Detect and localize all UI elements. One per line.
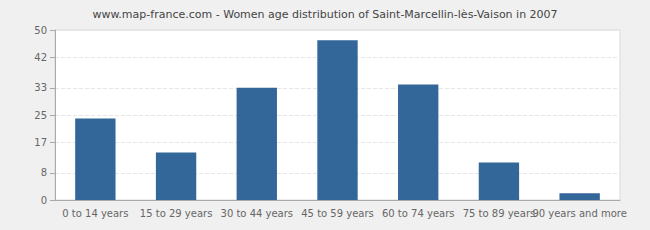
svg-text:17: 17 bbox=[34, 137, 47, 148]
svg-text:60 to 74 years: 60 to 74 years bbox=[382, 208, 455, 219]
svg-text:0 to 14 years: 0 to 14 years bbox=[62, 208, 128, 219]
svg-text:75 to 89 years: 75 to 89 years bbox=[463, 208, 536, 219]
svg-text:45 to 59 years: 45 to 59 years bbox=[301, 208, 374, 219]
svg-text:90 years and more: 90 years and more bbox=[532, 208, 627, 219]
svg-text:www.map-france.com - Women age: www.map-france.com - Women age distribut… bbox=[92, 8, 557, 21]
svg-text:30 to 44 years: 30 to 44 years bbox=[221, 208, 294, 219]
svg-text:15 to 29 years: 15 to 29 years bbox=[140, 208, 213, 219]
svg-text:25: 25 bbox=[34, 110, 47, 121]
svg-text:42: 42 bbox=[34, 52, 47, 63]
svg-text:0: 0 bbox=[41, 195, 47, 206]
svg-text:33: 33 bbox=[34, 82, 47, 93]
svg-text:50: 50 bbox=[34, 25, 47, 36]
svg-text:8: 8 bbox=[41, 167, 47, 178]
